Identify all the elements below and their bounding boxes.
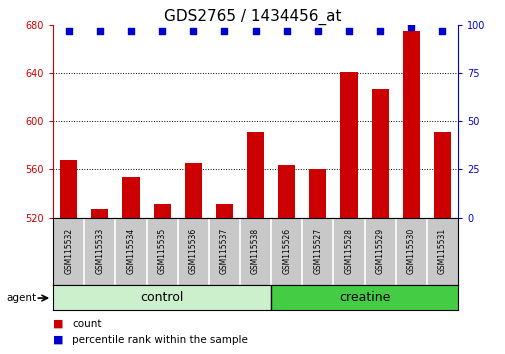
Point [437, 28, 445, 33]
Bar [402, 31, 419, 218]
Bar [91, 209, 108, 218]
Bar [216, 205, 232, 218]
Text: GSM115526: GSM115526 [282, 228, 290, 274]
Point [344, 28, 352, 33]
Text: GSM115534: GSM115534 [126, 228, 135, 274]
Bar [340, 72, 357, 218]
Text: GSM115536: GSM115536 [188, 228, 197, 274]
Point [375, 28, 383, 33]
Point [313, 28, 321, 33]
Text: GSM115528: GSM115528 [344, 228, 353, 274]
Point [158, 28, 166, 33]
Point [282, 28, 290, 33]
Text: GSM115527: GSM115527 [313, 228, 322, 274]
Text: control: control [140, 291, 183, 304]
Text: GSM115538: GSM115538 [250, 228, 260, 274]
Point [65, 28, 73, 33]
Point [127, 28, 135, 33]
Bar [278, 165, 294, 218]
Text: ■: ■ [53, 335, 64, 345]
Text: GSM115532: GSM115532 [64, 228, 73, 274]
Bar [122, 177, 139, 218]
Point [220, 28, 228, 33]
Text: creatine: creatine [338, 291, 389, 304]
Point [251, 28, 259, 33]
Bar [153, 205, 170, 218]
Text: GSM115533: GSM115533 [95, 228, 104, 274]
Text: GSM115535: GSM115535 [157, 228, 166, 274]
Bar [246, 132, 264, 218]
Bar [184, 164, 201, 218]
Text: GDS2765 / 1434456_at: GDS2765 / 1434456_at [164, 9, 341, 25]
Text: ■: ■ [53, 319, 64, 329]
Text: GSM115531: GSM115531 [437, 228, 446, 274]
Text: GSM115529: GSM115529 [375, 228, 384, 274]
Text: GSM115530: GSM115530 [406, 228, 415, 274]
Bar [309, 170, 326, 218]
Text: percentile rank within the sample: percentile rank within the sample [72, 335, 248, 345]
Point [95, 28, 104, 33]
Text: GSM115537: GSM115537 [220, 228, 228, 274]
Bar [433, 132, 450, 218]
Point [407, 24, 415, 29]
Bar [60, 160, 77, 218]
Bar [371, 89, 388, 218]
Point [189, 28, 197, 33]
Text: agent: agent [6, 293, 36, 303]
Text: count: count [72, 319, 102, 329]
